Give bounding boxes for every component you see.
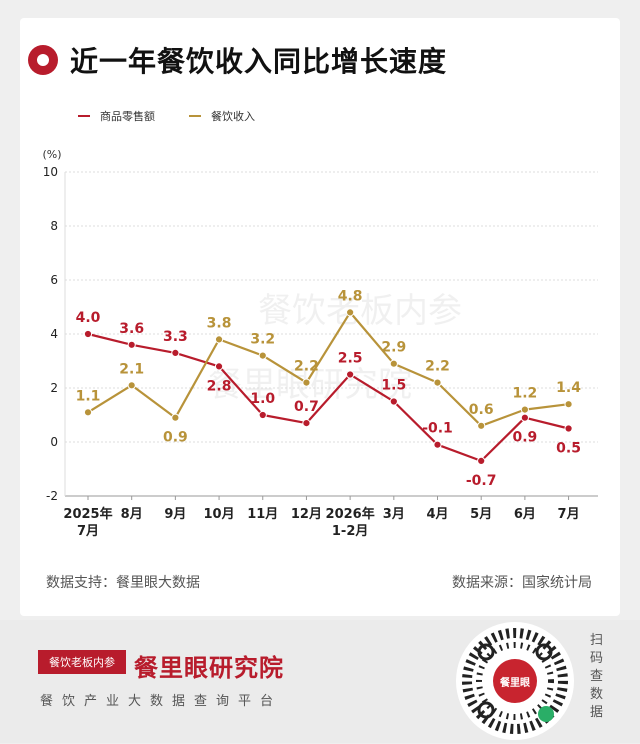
data-point	[171, 348, 180, 357]
y-tick-label: 6	[50, 273, 58, 287]
y-tick-label: -2	[46, 489, 58, 503]
y-tick-label: 4	[50, 327, 58, 341]
series-line-0	[87, 332, 569, 462]
x-tick-label: 12月	[291, 507, 322, 522]
brand-name: 餐里眼研究院	[134, 654, 284, 682]
brand-tagline: 餐饮产业大数据查询平台	[40, 694, 283, 709]
footer-support: 数据支持：餐里眼大数据	[46, 575, 200, 591]
data-point	[564, 424, 573, 433]
data-point	[389, 359, 398, 368]
data-label: 3.6	[119, 321, 144, 337]
data-point	[302, 419, 311, 428]
chart-card	[20, 18, 620, 616]
data-point	[346, 308, 355, 317]
data-point	[477, 421, 486, 430]
legend-swatch-catering	[189, 115, 201, 117]
data-point	[520, 413, 529, 422]
footer-source: 数据来源：国家统计局	[452, 575, 592, 591]
legend-swatch-retail	[78, 115, 90, 117]
data-point	[520, 405, 529, 414]
data-point	[477, 456, 486, 465]
data-label: 2.5	[338, 351, 363, 367]
data-label: 3.3	[163, 329, 188, 345]
bottom-banner: 餐饮老板内参 餐里眼研究院 餐饮产业大数据查询平台 餐里眼 扫码查数据	[0, 620, 640, 743]
data-point	[83, 408, 93, 417]
data-point	[127, 381, 136, 390]
data-label: 1.5	[381, 378, 406, 394]
series-line-1	[87, 311, 569, 427]
x-tick-label: 3月	[383, 507, 405, 522]
data-label: 2.1	[119, 361, 144, 377]
legend-label-retail: 商品零售额	[100, 110, 155, 123]
data-label: 0.6	[469, 402, 494, 418]
y-tick-label: 2	[50, 381, 58, 395]
data-label: 4.0	[76, 310, 101, 326]
x-tick-label: 2025年 7月	[63, 506, 112, 539]
y-tick-label: 10	[43, 165, 58, 179]
qr-center-label: 餐里眼	[493, 659, 537, 703]
x-tick-label: 5月	[470, 507, 492, 522]
x-tick-label: 2026年 1-2月	[326, 506, 375, 539]
scan-hint: 扫码查数据	[590, 633, 604, 720]
qr-code[interactable]: 餐里眼	[456, 622, 574, 740]
data-point	[302, 378, 311, 387]
data-label: 2.9	[381, 340, 406, 356]
data-label: 1.0	[250, 391, 275, 407]
title-block: 近一年餐饮收入同比增长速度	[28, 40, 447, 80]
legend-item-retail: 商品零售额	[78, 108, 155, 124]
data-label: 2.8	[207, 378, 232, 394]
data-label: -0.1	[422, 421, 453, 437]
data-label: 0.7	[294, 399, 319, 415]
data-label: 1.2	[512, 386, 537, 402]
data-label: 3.8	[207, 315, 232, 331]
title-bullet-icon	[28, 45, 58, 75]
data-label: 1.4	[556, 380, 581, 396]
x-tick-label: 4月	[426, 507, 448, 522]
brand-logo: 餐饮老板内参	[38, 650, 126, 674]
data-point	[83, 329, 93, 339]
data-point	[389, 397, 398, 406]
data-label: 3.2	[250, 332, 275, 348]
data-point	[214, 335, 224, 344]
data-label: -0.7	[466, 473, 497, 489]
y-tick-label: 8	[50, 219, 58, 233]
data-point	[171, 413, 180, 422]
data-point	[258, 410, 267, 420]
x-tick-label: 10月	[204, 507, 235, 522]
data-point	[433, 378, 442, 387]
x-tick-label: 9月	[164, 507, 186, 522]
x-tick-label: 11月	[247, 507, 278, 522]
data-label: 2.2	[294, 359, 319, 375]
legend-item-catering: 餐饮收入	[189, 108, 255, 124]
data-point	[564, 400, 573, 409]
data-label: 1.1	[76, 388, 101, 404]
y-unit-label: (%)	[42, 148, 61, 161]
x-tick-label: 6月	[514, 507, 536, 522]
qr-pattern-icon	[462, 628, 568, 734]
data-point	[127, 340, 136, 349]
data-point	[433, 440, 442, 449]
chart-title: 近一年餐饮收入同比增长速度	[70, 45, 448, 78]
x-tick-label: 7月	[558, 507, 580, 522]
y-tick-label: 0	[50, 435, 58, 449]
data-point	[214, 362, 224, 371]
x-tick-label: 8月	[121, 507, 143, 522]
data-label: 0.5	[556, 441, 581, 457]
data-point	[346, 370, 355, 379]
legend: 商品零售额 餐饮收入	[78, 108, 289, 124]
data-label: 0.9	[163, 430, 188, 446]
data-label: 4.8	[338, 288, 363, 304]
legend-label-catering: 餐饮收入	[211, 110, 255, 123]
data-label: 0.9	[512, 430, 537, 446]
watermark-line-2: 餐里眼研究院	[208, 365, 412, 405]
data-label: 2.2	[425, 359, 450, 375]
data-point	[258, 351, 267, 360]
